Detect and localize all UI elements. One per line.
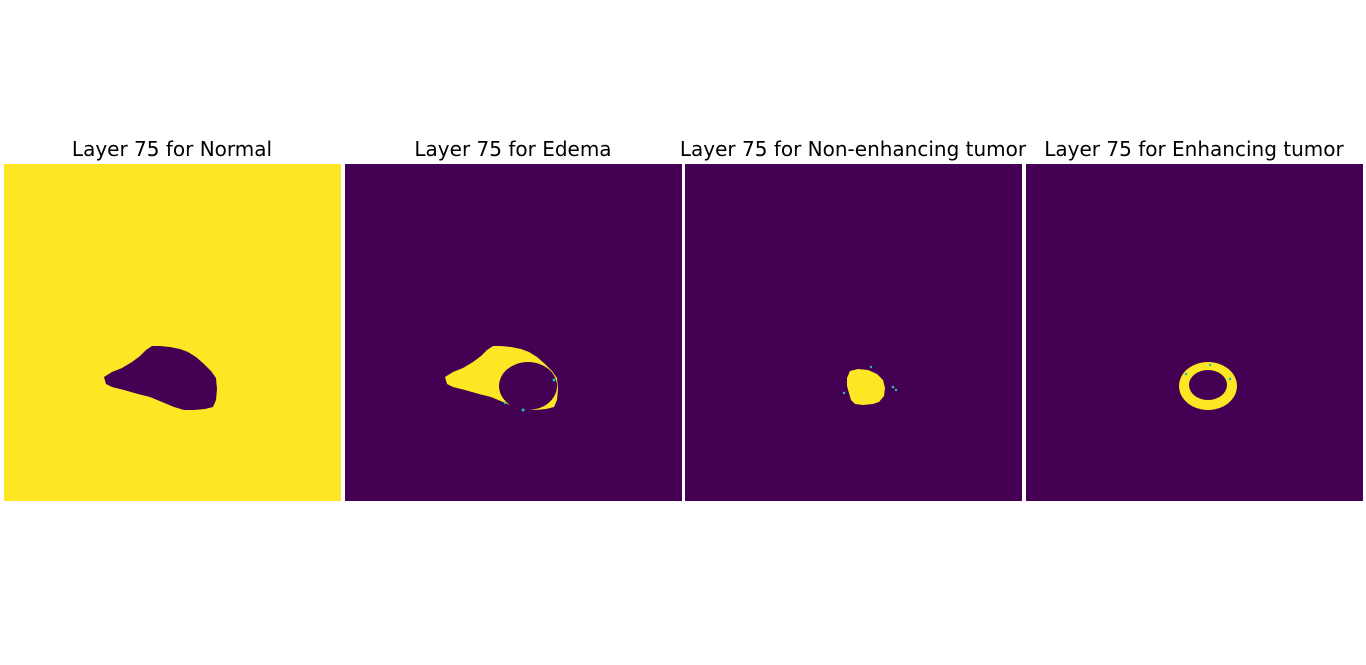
tumor-region-hole: [104, 346, 217, 410]
panel-title-edema: Layer 75 for Edema: [414, 137, 612, 161]
panel-title-normal: Layer 75 for Normal: [71, 137, 273, 161]
boundary-speckle: [869, 365, 873, 369]
mask-fill-normal: [4, 164, 341, 501]
edema-inner-hole: [499, 362, 557, 410]
boundary-speckle: [521, 408, 525, 412]
boundary-speckle: [891, 385, 895, 389]
boundary-speckle: [1184, 372, 1188, 376]
panel-title-enhancing-tumor: Layer 75 for Enhancing tumor: [1044, 137, 1344, 161]
boundary-speckle: [1228, 377, 1232, 381]
panel-title-non-enhancing-tumor: Layer 75 for Non-enhancing tumor: [679, 137, 1027, 161]
enhancing-ring-center: [1189, 370, 1227, 400]
mask-background-non-enhancing: [685, 164, 1022, 501]
mask-image-enhancing-tumor: [1026, 164, 1363, 501]
mask-background-enhancing: [1026, 164, 1363, 501]
boundary-speckle: [894, 388, 898, 392]
boundary-speckle: [503, 401, 507, 405]
boundary-speckle: [842, 391, 846, 395]
mask-image-non-enhancing-tumor: [685, 164, 1022, 501]
mask-image-edema: [345, 164, 682, 501]
mask-background-edema: [345, 164, 682, 501]
boundary-speckle: [552, 378, 556, 382]
mask-image-normal: [4, 164, 341, 501]
non-enhancing-tumor-region: [847, 369, 885, 405]
boundary-speckle: [1208, 363, 1212, 367]
